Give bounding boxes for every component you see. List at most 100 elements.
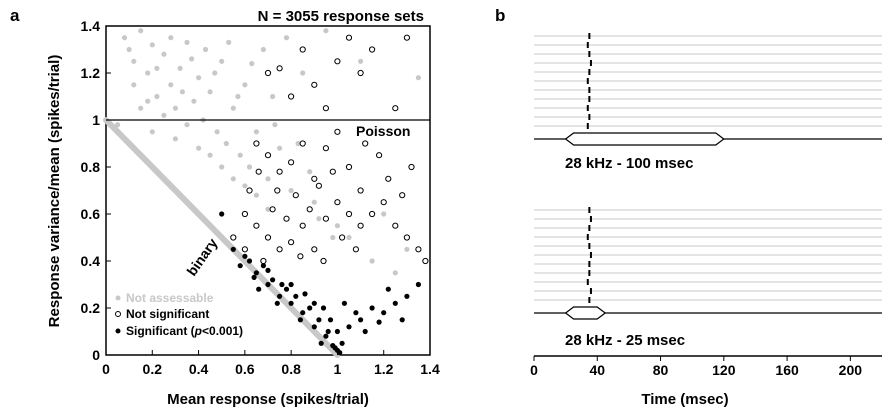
- panel-a-title: N = 3055 response sets: [258, 8, 424, 25]
- point-not-assessable: [202, 46, 209, 53]
- point-not-assessable: [226, 39, 232, 46]
- point-significant-p-0-001: [415, 281, 421, 288]
- point-not-significant: [241, 246, 248, 253]
- x-tick-label: 1.4: [420, 361, 440, 377]
- y-tick-label: 1.2: [81, 65, 101, 81]
- point-not-assessable: [237, 152, 243, 158]
- time-tick-label: 120: [712, 362, 736, 378]
- point-not-assessable: [358, 58, 364, 64]
- point-not-assessable: [219, 164, 225, 170]
- point-not-significant: [260, 257, 267, 265]
- point-not-significant: [334, 58, 341, 65]
- binary-label: binary: [183, 235, 220, 279]
- y-tick-label: 0: [92, 347, 100, 363]
- point-not-assessable: [265, 206, 271, 212]
- point-not-assessable: [214, 129, 220, 135]
- point-not-assessable: [196, 75, 202, 81]
- time-tick-label: 40: [589, 362, 605, 378]
- point-not-significant: [322, 215, 329, 222]
- point-not-assessable: [138, 105, 144, 111]
- point-not-assessable: [415, 75, 421, 81]
- point-significant-p-0-001: [320, 305, 327, 311]
- point-not-assessable: [172, 136, 178, 142]
- point-not-assessable: [154, 65, 160, 71]
- panel-a-frame: [105, 25, 431, 356]
- y-tick-label: 0.8: [81, 159, 101, 175]
- legend-label-not-assessable: Not assessable: [126, 291, 214, 305]
- point-not-significant: [392, 105, 399, 112]
- point-not-assessable: [295, 140, 301, 147]
- point-not-assessable: [145, 70, 151, 76]
- point-not-assessable: [307, 169, 313, 175]
- point-not-significant: [403, 234, 410, 241]
- panel-a-y-axis-label: Response variance/mean (spikes/trial): [46, 55, 63, 328]
- point-not-assessable: [260, 46, 266, 53]
- point-not-significant: [408, 163, 415, 171]
- point-not-assessable: [145, 98, 151, 104]
- point-significant-p-0-001: [327, 317, 334, 323]
- point-significant-p-0-001: [293, 293, 299, 299]
- point-not-assessable: [283, 35, 290, 41]
- point-not-significant: [269, 206, 276, 213]
- point-not-assessable: [288, 187, 294, 194]
- point-not-assessable: [316, 216, 322, 222]
- point-significant-p-0-001: [256, 286, 262, 292]
- y-tick-label: 1: [92, 112, 100, 128]
- point-significant-p-0-001: [369, 305, 375, 311]
- point-significant-p-0-001: [307, 305, 313, 311]
- point-significant-p-0-001: [251, 274, 257, 280]
- point-not-significant: [385, 175, 392, 182]
- point-significant-p-0-001: [279, 281, 285, 288]
- point-not-assessable: [138, 28, 144, 34]
- point-not-assessable: [196, 145, 202, 151]
- point-significant-p-0-001: [274, 300, 280, 306]
- point-not-assessable: [189, 56, 195, 62]
- y-tick-label: 1.4: [81, 18, 101, 34]
- point-not-assessable: [369, 258, 375, 264]
- point-significant-p-0-001: [385, 286, 391, 292]
- point-not-assessable: [168, 82, 174, 88]
- point-not-significant: [241, 210, 248, 218]
- stim-label-upper: 28 kHz - 100 msec: [565, 155, 693, 172]
- x-tick-label: 0.4: [189, 361, 209, 377]
- point-not-assessable: [207, 89, 213, 95]
- point-not-assessable: [184, 122, 190, 128]
- point-significant-p-0-001: [392, 300, 398, 306]
- point-not-assessable: [230, 105, 236, 111]
- point-not-significant: [297, 253, 304, 260]
- legend-label-significant-tail: <0.001): [202, 324, 243, 338]
- raster-lower: [534, 207, 882, 320]
- point-not-significant: [253, 140, 260, 147]
- point-not-significant: [422, 257, 429, 265]
- point-not-significant: [352, 246, 359, 253]
- point-not-significant: [334, 199, 341, 206]
- point-not-assessable: [179, 89, 185, 95]
- point-not-significant: [253, 222, 260, 229]
- raster-upper: [534, 33, 882, 146]
- point-not-significant: [345, 210, 353, 218]
- x-tick-label: 0.6: [235, 361, 255, 377]
- point-significant-p-0-001: [300, 310, 306, 316]
- point-not-assessable: [323, 28, 329, 34]
- point-not-significant: [306, 206, 313, 213]
- y-tick-label: 0.4: [81, 253, 101, 269]
- point-not-assessable: [253, 192, 259, 198]
- point-not-assessable: [115, 122, 121, 128]
- point-significant-p-0-001: [230, 246, 236, 252]
- point-not-assessable: [381, 211, 387, 217]
- point-significant-p-0-001: [253, 270, 259, 276]
- binary-band: [103, 117, 341, 358]
- point-not-assessable: [131, 58, 137, 64]
- point-significant-p-0-001: [353, 310, 359, 316]
- point-not-assessable: [184, 39, 190, 46]
- point-not-significant: [403, 34, 410, 41]
- stim-label-lower: 28 kHz - 25 msec: [565, 332, 685, 349]
- point-not-assessable: [277, 145, 283, 151]
- point-not-significant: [415, 246, 422, 253]
- time-tick-label: 160: [775, 362, 799, 378]
- point-not-significant: [288, 93, 295, 100]
- scatter-points: [115, 28, 429, 356]
- point-significant-p-0-001: [288, 300, 294, 306]
- point-not-significant: [274, 187, 281, 194]
